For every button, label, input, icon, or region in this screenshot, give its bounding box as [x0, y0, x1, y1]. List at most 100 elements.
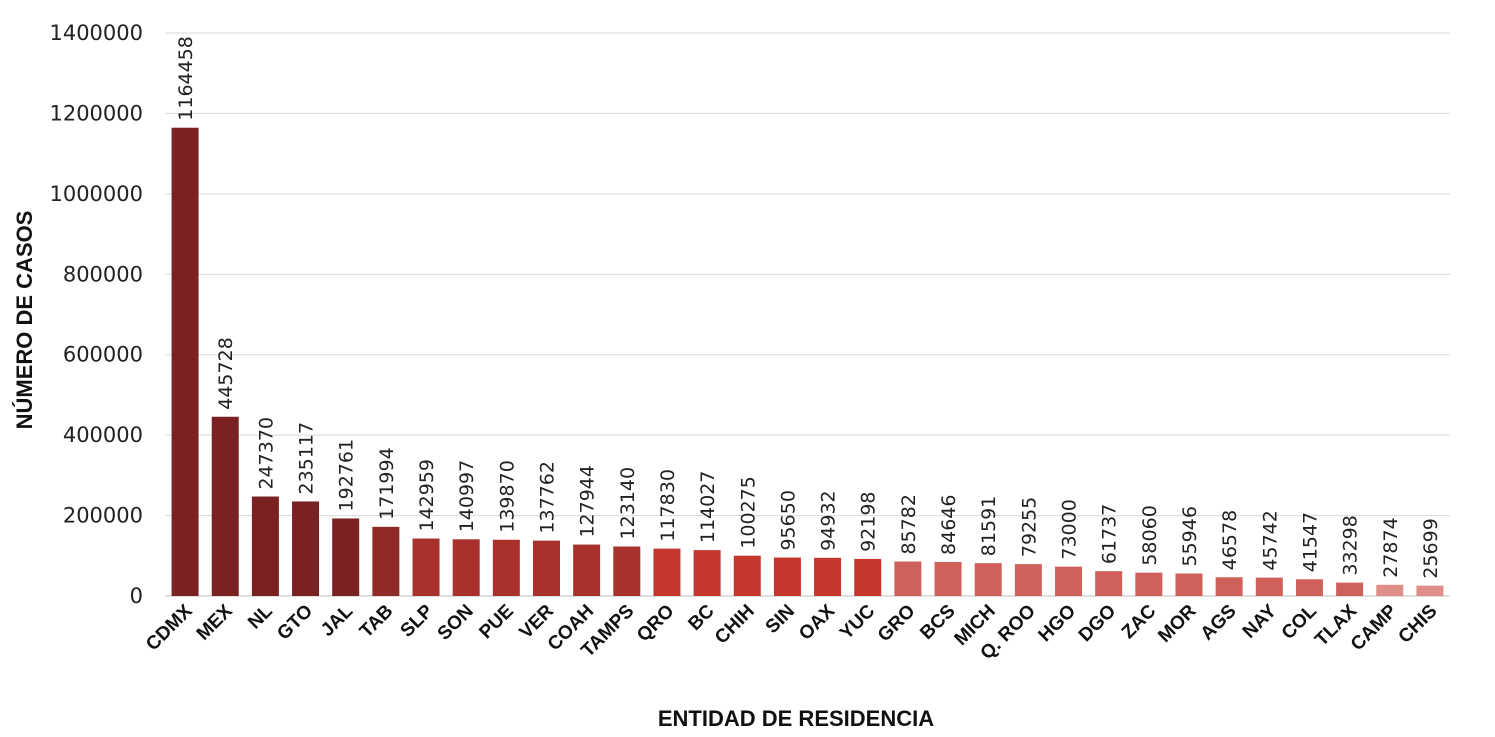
value-label: 142959: [416, 459, 438, 532]
bar: [773, 557, 801, 596]
value-label: 94932: [818, 490, 840, 550]
bar: [332, 518, 360, 596]
value-label: 235117: [296, 422, 318, 495]
category-label: MEX: [193, 600, 237, 644]
bar: [211, 416, 239, 596]
category-label: TAB: [356, 601, 397, 642]
category-label: NAY: [1239, 600, 1281, 642]
value-label: 85782: [898, 494, 920, 554]
value-label: 58060: [1139, 505, 1161, 565]
value-label: 41547: [1299, 512, 1321, 572]
bar: [292, 501, 320, 596]
bar: [613, 546, 641, 596]
bar: [974, 563, 1002, 596]
bar: [372, 526, 400, 596]
bar: [1416, 585, 1444, 596]
y-tick-label: 400000: [63, 423, 143, 447]
bar: [251, 496, 279, 596]
category-label: QRO: [633, 601, 678, 646]
bar: [1095, 571, 1123, 596]
y-tick-label: 600000: [63, 343, 143, 367]
y-tick-label: 0: [130, 584, 143, 608]
value-label: 137762: [536, 461, 558, 534]
category-label: SON: [434, 601, 478, 645]
category-label: CAMP: [1347, 600, 1402, 655]
value-label: 73000: [1059, 499, 1081, 559]
value-label: 61737: [1099, 504, 1121, 564]
bar: [653, 548, 681, 596]
value-label: 117830: [657, 469, 679, 542]
category-label: AGS: [1197, 601, 1241, 645]
y-tick-label: 1200000: [49, 101, 143, 125]
bar: [1135, 572, 1163, 596]
value-labels: 1164458 445728 247370 235117 192761 171994 142…: [175, 36, 1442, 579]
category-label: CDMX: [142, 600, 197, 655]
category-label: NL: [244, 600, 277, 633]
y-tick-label: 1000000: [49, 182, 143, 206]
bar: [693, 550, 721, 596]
value-label: 79255: [1018, 497, 1040, 557]
category-label: DGO: [1075, 601, 1120, 646]
value-label: 192761: [336, 439, 358, 512]
y-tick-label: 1400000: [49, 21, 143, 45]
x-axis-title: ENTIDAD DE RESIDENCIA: [658, 706, 934, 731]
value-label: 25699: [1420, 518, 1442, 578]
bar: [492, 539, 520, 596]
y-tick-label: 200000: [63, 504, 143, 528]
bar: [1055, 566, 1083, 596]
bar: [1255, 577, 1283, 596]
bar: [1215, 577, 1243, 596]
bar: [854, 558, 882, 596]
bar: [1336, 582, 1364, 596]
value-label: 114027: [697, 471, 719, 544]
category-label: MOR: [1154, 600, 1200, 646]
category-label: SIN: [762, 601, 799, 638]
bar: [412, 538, 440, 596]
value-label: 46578: [1219, 510, 1241, 570]
bar: [171, 127, 199, 597]
category-label: CHIS: [1395, 601, 1442, 648]
value-label: 84646: [938, 495, 960, 555]
bar: [1014, 564, 1042, 596]
category-label: GRO: [874, 601, 919, 646]
bar: [1295, 579, 1323, 596]
value-label: 127944: [577, 465, 599, 538]
category-label: PUE: [475, 601, 517, 643]
value-label: 45742: [1259, 510, 1281, 570]
y-axis-title: NÚMERO DE CASOS: [12, 211, 37, 430]
value-label: 139870: [496, 460, 518, 533]
value-label: 27874: [1380, 517, 1402, 577]
y-tick-label: 800000: [63, 262, 143, 286]
bar: [452, 539, 480, 596]
value-label: 445728: [215, 337, 237, 410]
bar: [934, 561, 962, 596]
category-label: JAL: [317, 600, 358, 641]
category-label: CHIH: [711, 601, 759, 649]
value-label: 33298: [1340, 515, 1362, 575]
bar: [733, 555, 761, 596]
value-label: 247370: [255, 417, 277, 490]
value-label: 92198: [858, 491, 880, 551]
category-label: OAX: [795, 600, 839, 644]
value-label: 171994: [376, 447, 398, 520]
value-label: 81591: [978, 496, 1000, 556]
gridlines: [165, 32, 1450, 597]
value-label: 140997: [456, 460, 478, 533]
category-label: GTO: [273, 601, 317, 645]
value-label: 123140: [617, 467, 639, 540]
bar: [1175, 573, 1203, 596]
value-label: 95650: [777, 490, 799, 550]
bars: [171, 127, 1444, 597]
bar: [573, 544, 601, 596]
bar: [1376, 584, 1404, 596]
value-label: 1164458: [175, 36, 197, 121]
category-label: SLP: [397, 600, 438, 641]
category-label: YUC: [836, 600, 879, 643]
bar: [814, 557, 842, 596]
bar: [894, 561, 922, 596]
category-label: ZAC: [1118, 600, 1161, 643]
bar: [532, 540, 560, 596]
y-axis-ticks: 0 200000 400000 600000 800000 1000000 1200000 1…: [49, 21, 143, 608]
